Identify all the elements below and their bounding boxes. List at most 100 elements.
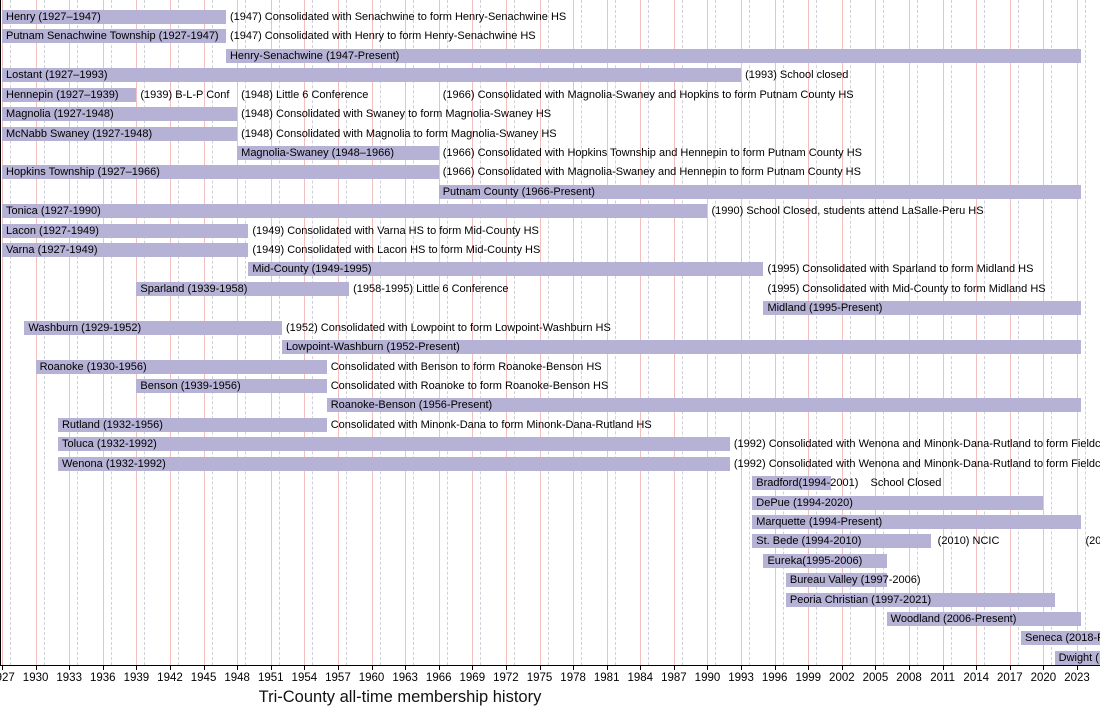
axis-tick [976,665,978,670]
annotation: (1966) Consolidated with Magnolia-Swaney… [442,166,861,179]
gridline-major [337,0,339,665]
bar-label: Putnam County (1966-Present) [442,185,595,198]
timeline-bar [326,398,1082,413]
annotation: (1947) Consolidated with Senachwine to f… [229,11,567,23]
gridline-major [976,0,978,665]
tick-label: 1939 [123,672,150,684]
tick-label: 2002 [829,672,855,684]
gridline-minor [1051,0,1053,665]
gridline-major [673,0,675,665]
timeline-bar [57,437,730,452]
annotation: (1992) Consolidated with Wenona and Mino… [733,438,1100,451]
gridline-major [505,0,507,665]
bar-label: Seneca (2018-Present) [1025,632,1100,645]
axis-tick [841,665,843,670]
timeline-bar [2,68,742,83]
tick-label: 1930 [22,672,49,684]
annotation: (1966) Consolidated with Magnolia-Swaney… [442,88,854,101]
bar-label: McNabb Swaney (1927-1948) [6,127,153,140]
gridline-major [2,0,3,665]
annotation: (1948) Little 6 Conference [241,88,369,101]
gridline-minor [984,0,986,665]
gridline-major [606,0,608,665]
axis-tick [942,665,944,670]
gridline-major [774,0,776,665]
axis-tick [102,665,104,670]
timeline-bar [24,320,282,335]
y-axis-spine [0,0,1,665]
timeline-bar [2,165,439,180]
gridline-minor [547,0,549,665]
timeline-bar [785,592,1055,607]
axis-tick [673,665,675,670]
axis-tick [1077,665,1078,670]
annotation: (1948) Consolidated with Swaney to form … [241,108,552,121]
axis-tick [606,665,608,670]
bar-label: Midland (1995-Present) [767,302,883,315]
tick-label: 1996 [761,672,788,684]
tick-label: 2023 [1064,672,1090,684]
timeline-bar [763,553,887,568]
timeline-bar [752,495,1044,510]
tick-label: 1960 [358,672,385,684]
axis-tick [237,665,239,670]
timeline-bar [2,243,249,258]
timeline-bar [2,107,238,122]
annotation: Consolidated with Minonk-Dana to form Mi… [330,418,652,431]
bar-label: Peoria Christian (1997-2021) [789,593,932,606]
annotation: (1939) B-L-P Conf [140,88,230,101]
annotation: (1995) Consolidated with Mid-County to f… [767,282,1046,295]
axis-tick [774,665,776,670]
gridline-minor [446,0,448,665]
timeline-bar [752,514,1082,529]
axis-tick [405,665,407,670]
timeline-bar [438,184,1082,199]
axis-tick [2,665,3,670]
axis-tick [69,665,71,670]
axis-tick [1009,665,1011,670]
timeline-bar [763,301,1082,316]
annotation: School Closed [870,477,942,490]
tick-label: 1972 [493,672,519,684]
axis-tick [438,665,440,670]
bar-label: Benson (1939-1956) [140,379,241,392]
tick-label: 1999 [795,672,822,684]
tick-label: 1948 [224,672,250,684]
gridline-minor [816,0,818,665]
timeline-bar [752,476,831,491]
tick-label: 1927 [0,672,15,684]
annotation: (1993) School closed [745,69,849,82]
tick-label: 1957 [325,672,351,684]
gridline-major [741,0,743,665]
tick-label: 2005 [862,672,889,684]
gridline-major [304,0,306,665]
bar-label: Varna (1927-1949) [6,244,98,257]
gridline-minor [581,0,583,665]
tick-label: 1951 [257,672,284,684]
axis-tick [573,665,575,670]
tick-label: 2011 [930,672,955,684]
axis-tick [640,665,642,670]
axis-tick [875,665,877,670]
timeline-bar [136,378,327,393]
annotation: (1949) Consolidated with Varna HS to for… [252,224,539,237]
bar-label: Bradford(1994-2001) [756,477,859,490]
timeline-bar [2,87,137,102]
gridline-minor [614,0,616,665]
bar-label: Mid-County (1949-1995) [252,263,372,276]
bar-label: Tonica (1927-1990) [6,205,101,218]
tick-label: 1990 [694,672,721,684]
tick-label: 1984 [627,672,654,684]
bar-label: Toluca (1932-1992) [61,438,157,451]
bar-label: Dwight ( [1058,651,1099,664]
timeline-bar [237,145,439,160]
timeline-bar [785,573,887,588]
bar-label: DePue (1994-2020) [756,496,853,509]
annotation: (1952) Consolidated with Lowpoint to for… [285,321,611,334]
gridline-minor [345,0,347,665]
bar-label: Henry-Senachwine (1947-Present) [229,49,400,62]
tick-label: 1966 [425,672,452,684]
gridline-major [539,0,541,665]
bar-label: Bureau Valley (1997-2006) [789,574,921,587]
